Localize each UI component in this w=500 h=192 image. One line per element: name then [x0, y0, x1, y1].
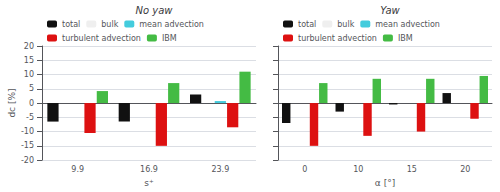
- svg-text:-10: -10: [21, 127, 34, 136]
- svg-text:23.9: 23.9: [211, 165, 229, 174]
- svg-text:-5: -5: [26, 113, 34, 122]
- svg-text:bulk: bulk: [337, 20, 354, 29]
- svg-text:turbulent advection: turbulent advection: [298, 34, 377, 43]
- svg-text:Yaw: Yaw: [380, 5, 400, 16]
- svg-text:total: total: [62, 20, 80, 29]
- svg-text:20: 20: [460, 165, 470, 174]
- svg-text:10: 10: [353, 165, 363, 174]
- svg-text:0: 0: [29, 99, 34, 108]
- svg-text:9.9: 9.9: [71, 165, 84, 174]
- svg-text:IBM: IBM: [162, 34, 177, 43]
- svg-text:15: 15: [24, 56, 34, 65]
- svg-text:15: 15: [407, 165, 417, 174]
- svg-text:20: 20: [24, 42, 34, 51]
- svg-text:bulk: bulk: [101, 20, 118, 29]
- svg-text:s⁺: s⁺: [144, 178, 154, 188]
- svg-text:No yaw: No yaw: [135, 5, 173, 16]
- svg-text:10: 10: [24, 70, 34, 79]
- svg-text:0: 0: [302, 165, 307, 174]
- svg-text:mean advection: mean advection: [375, 20, 440, 29]
- svg-text:mean advection: mean advection: [139, 20, 204, 29]
- svg-text:total: total: [298, 20, 316, 29]
- svg-text:-15: -15: [21, 141, 34, 150]
- svg-text:16.9: 16.9: [140, 165, 158, 174]
- svg-text:dc [%]: dc [%]: [7, 88, 17, 117]
- svg-text:-20: -20: [21, 156, 34, 165]
- svg-text:α [°]: α [°]: [375, 178, 395, 188]
- svg-text:IBM: IBM: [398, 34, 413, 43]
- svg-text:turbulent advection: turbulent advection: [62, 34, 141, 43]
- svg-text:5: 5: [29, 84, 34, 93]
